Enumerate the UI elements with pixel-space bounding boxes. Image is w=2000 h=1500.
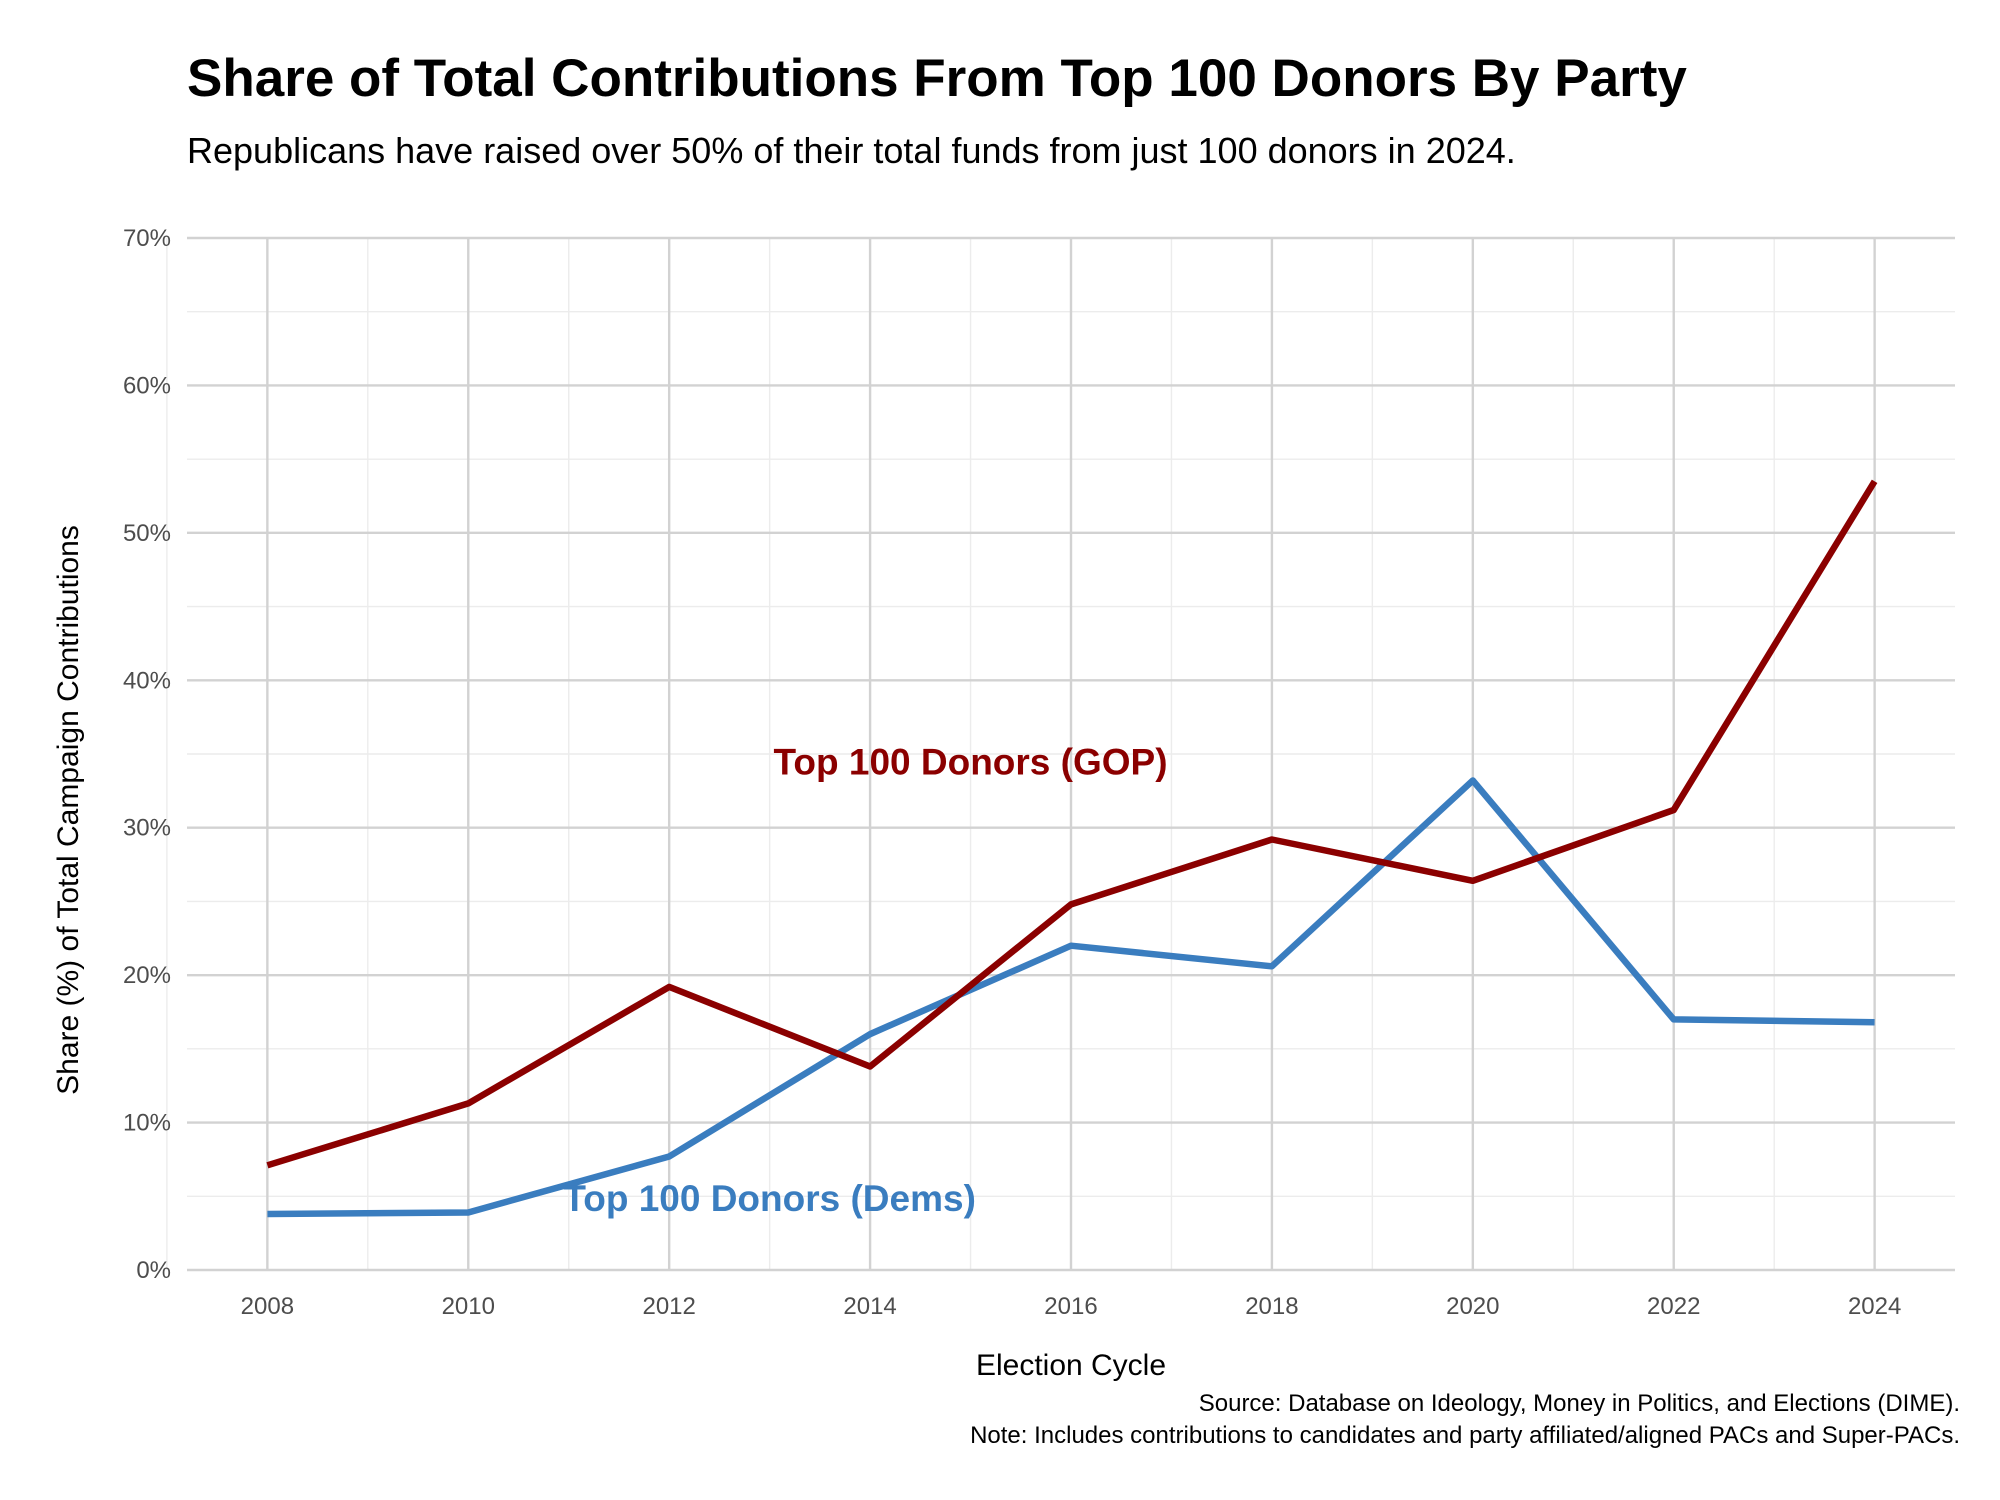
y-tick-label: 50% bbox=[123, 520, 171, 547]
x-tick-label: 2024 bbox=[1848, 1293, 1901, 1320]
y-tick-label: 10% bbox=[123, 1110, 171, 1137]
series-line-dems bbox=[267, 777, 1875, 1218]
series-lines bbox=[266, 479, 1878, 1218]
x-axis-ticks: 2008 2010 2012 2014 2016 2018 2020 2022 2024 bbox=[241, 1293, 1902, 1320]
chart-title: Share of Total Contributions From Top 10… bbox=[187, 49, 1687, 108]
series-line-gop bbox=[266, 479, 1878, 1169]
x-tick-label: 2014 bbox=[843, 1293, 896, 1320]
y-axis-ticks: 0% 10% 20% 30% 40% 50% 60% 70% bbox=[123, 225, 171, 1284]
y-tick-label: 70% bbox=[123, 225, 171, 252]
y-tick-label: 30% bbox=[123, 815, 171, 842]
x-tick-label: 2018 bbox=[1245, 1293, 1298, 1320]
y-tick-label: 60% bbox=[123, 372, 171, 399]
chart-subtitle: Republicans have raised over 50% of thei… bbox=[187, 130, 1516, 171]
source-caption: Source: Database on Ideology, Money in P… bbox=[1198, 1390, 1960, 1417]
x-axis-title: Election Cycle bbox=[976, 1349, 1166, 1382]
series-label-dems: Top 100 Donors (Dems) bbox=[563, 1178, 976, 1219]
y-tick-label: 0% bbox=[136, 1257, 171, 1284]
x-tick-label: 2022 bbox=[1647, 1293, 1700, 1320]
x-tick-label: 2012 bbox=[642, 1293, 695, 1320]
major-gridlines bbox=[187, 236, 1955, 1272]
x-tick-label: 2020 bbox=[1446, 1293, 1499, 1320]
note-caption: Note: Includes contributions to candidat… bbox=[970, 1422, 1960, 1449]
y-tick-label: 40% bbox=[123, 667, 171, 694]
series-labels: Top 100 Donors (GOP) Top 100 Donors (Dems… bbox=[563, 741, 1167, 1218]
x-tick-label: 2016 bbox=[1044, 1293, 1097, 1320]
y-tick-label: 20% bbox=[123, 962, 171, 989]
x-tick-label: 2008 bbox=[241, 1293, 294, 1320]
y-axis-title: Share (%) of Total Campaign Contribution… bbox=[52, 525, 85, 1095]
series-label-gop: Top 100 Donors (GOP) bbox=[774, 741, 1168, 782]
x-tick-label: 2010 bbox=[442, 1293, 495, 1320]
